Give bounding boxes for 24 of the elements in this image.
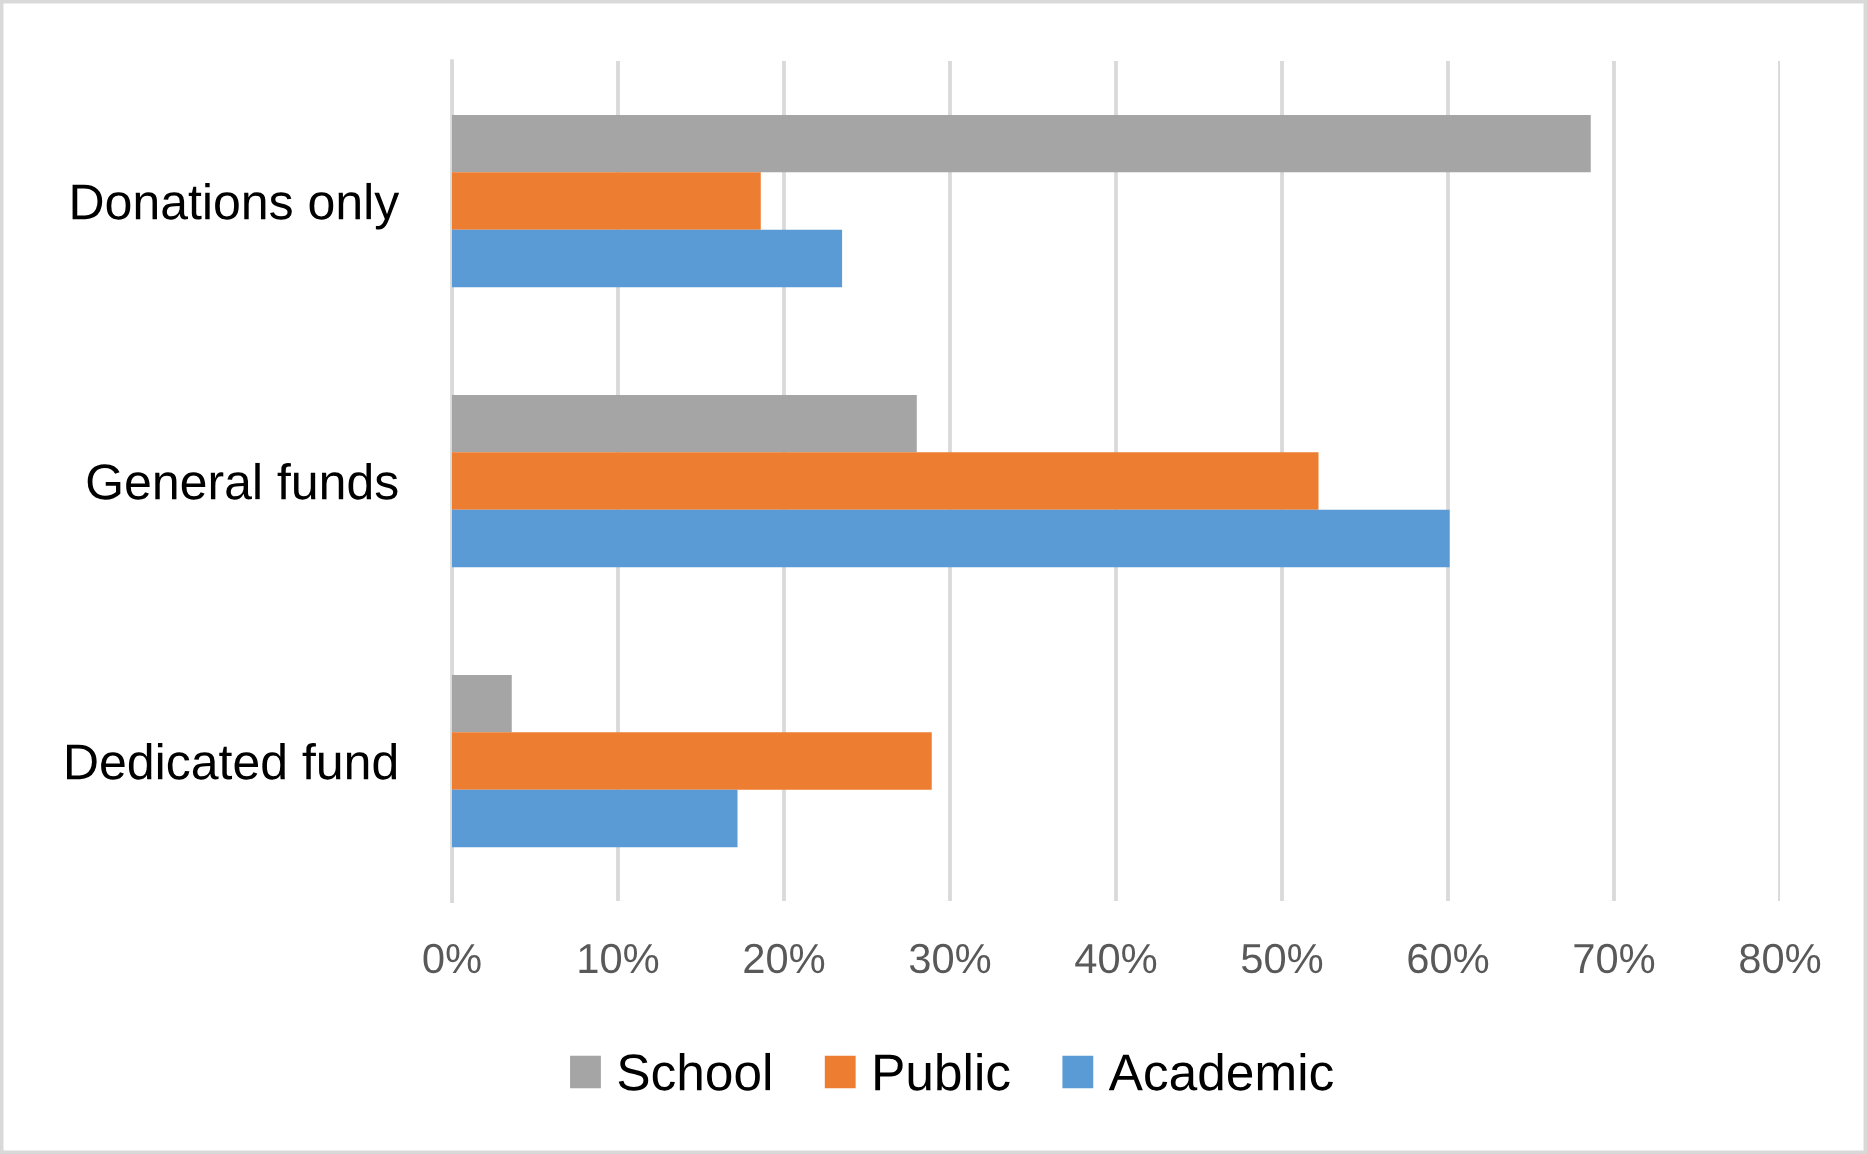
x-tick-label: 70% — [1574, 943, 1655, 974]
bar — [452, 229, 843, 288]
bar — [452, 114, 1591, 173]
y-tick-label: Dedicated fund — [67, 742, 397, 780]
bar — [452, 172, 761, 230]
x-tick-label: 40% — [1075, 943, 1157, 974]
x-tick-label: 60% — [1408, 943, 1489, 974]
x-tick-label: 10% — [579, 943, 659, 974]
bar — [452, 789, 738, 848]
y-tick-label: Donations only — [72, 182, 400, 230]
x-tick-label: 80% — [1740, 943, 1821, 974]
bar — [452, 452, 1319, 510]
x-tick-label: 20% — [744, 943, 825, 974]
x-tick-label: 0% — [423, 943, 481, 974]
x-tick-label: 50% — [1241, 943, 1323, 974]
bar — [452, 509, 1450, 568]
bar — [452, 394, 917, 453]
bar — [452, 674, 512, 733]
x-tick-label: 30% — [909, 943, 991, 974]
legend-label: School — [618, 1052, 770, 1091]
bar — [452, 732, 932, 790]
y-tick-label: General funds — [87, 462, 398, 500]
legend-label: Public — [875, 1052, 1010, 1091]
legend-label: Academic — [1108, 1052, 1333, 1091]
